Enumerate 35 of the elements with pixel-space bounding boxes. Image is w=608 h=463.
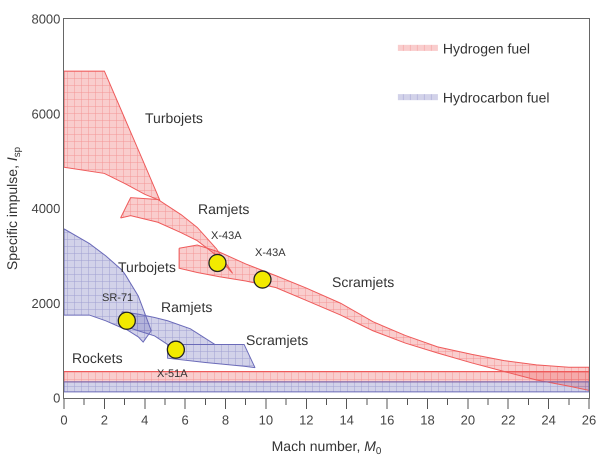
- annotation: X-43A: [211, 230, 242, 242]
- x-tick-label: 24: [541, 412, 556, 428]
- annotation: X-43A: [255, 247, 286, 259]
- annotation: Turbojets: [118, 259, 176, 275]
- legend-label: Hydrocarbon fuel: [442, 90, 550, 106]
- x-tick-label: 20: [460, 412, 476, 428]
- annotation: Ramjets: [161, 299, 212, 315]
- y-tick-label: 2000: [31, 296, 60, 311]
- x-tick-label: 6: [182, 412, 189, 428]
- legend-label: Hydrogen fuel: [442, 40, 530, 56]
- annotation: Rockets: [72, 350, 123, 366]
- y-tick-label: 4000: [31, 201, 60, 216]
- x-tick-label: 10: [258, 412, 274, 428]
- annotation: Ramjets: [198, 201, 250, 217]
- point: [166, 340, 186, 359]
- y-tick-label: 0: [53, 390, 60, 406]
- y-tick-label: 8000: [31, 12, 60, 27]
- x-tick-label: 26: [582, 412, 596, 428]
- x-axis-title: Mach number, M$_{0}$: [272, 438, 382, 457]
- annotation: Turbojets: [145, 110, 203, 126]
- x-tick-label: 16: [380, 412, 394, 428]
- x-tick-label: 8: [222, 412, 230, 428]
- x-tick-label: 22: [500, 412, 516, 428]
- annotation: Scramjets: [332, 274, 394, 290]
- x-tick-label: 2: [100, 412, 108, 428]
- annotation: Scramjets: [246, 332, 308, 348]
- point: [118, 312, 136, 330]
- x-tick-label: 4: [141, 412, 148, 428]
- x-tick-label: 18: [420, 412, 435, 428]
- annotation: SR-71: [102, 292, 134, 304]
- y-tick-label: 6000: [31, 106, 60, 122]
- x-tick-label: 12: [299, 412, 314, 428]
- point: [253, 270, 272, 289]
- point: [208, 254, 227, 272]
- x-tick-label: 14: [339, 412, 354, 428]
